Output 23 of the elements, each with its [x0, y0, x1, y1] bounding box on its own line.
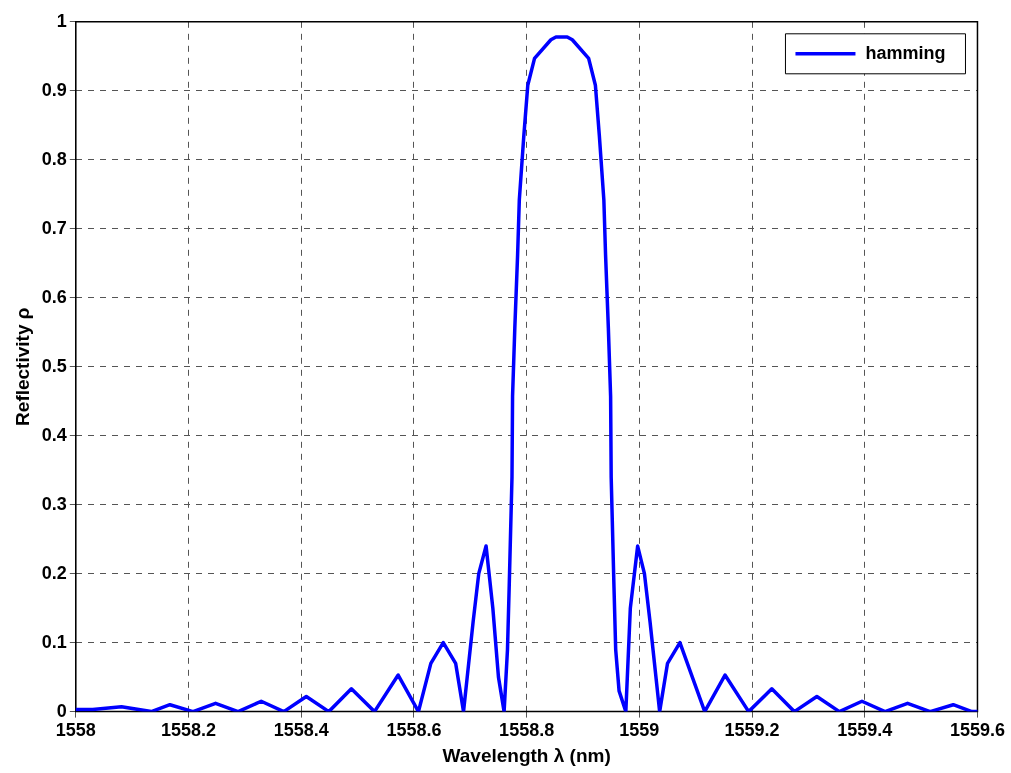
y-tick-label: 0.2 [41, 562, 67, 583]
x-tick-label: 1559.2 [724, 720, 780, 741]
legend-label: hamming [865, 42, 946, 63]
y-tick-label: 0.8 [41, 148, 67, 169]
y-tick-label: 0.6 [41, 286, 67, 307]
y-tick-label: 0.4 [41, 424, 67, 445]
y-tick-label: 0.9 [41, 79, 67, 100]
y-tick-label: 0 [56, 700, 67, 721]
x-tick-label: 1559.4 [837, 720, 893, 741]
y-tick-label: 0.7 [41, 217, 67, 238]
y-tick-label: 1 [56, 10, 67, 31]
x-axis-title: Wavelength λ (nm) [442, 744, 611, 766]
x-tick-label: 1559.6 [949, 720, 1005, 741]
x-tick-label: 1558.8 [499, 720, 555, 741]
x-tick-label: 1558.6 [386, 720, 442, 741]
y-tick-label: 0.1 [41, 631, 67, 652]
x-tick-label: 1558.2 [161, 720, 217, 741]
y-axis-title: Reflectivity ρ [11, 307, 33, 426]
x-tick-label: 1558 [55, 720, 96, 741]
x-tick-label: 1558.4 [273, 720, 329, 741]
y-tick-label: 0.3 [41, 493, 67, 514]
x-tick-label: 1559 [619, 720, 660, 741]
y-tick-label: 0.5 [41, 355, 67, 376]
